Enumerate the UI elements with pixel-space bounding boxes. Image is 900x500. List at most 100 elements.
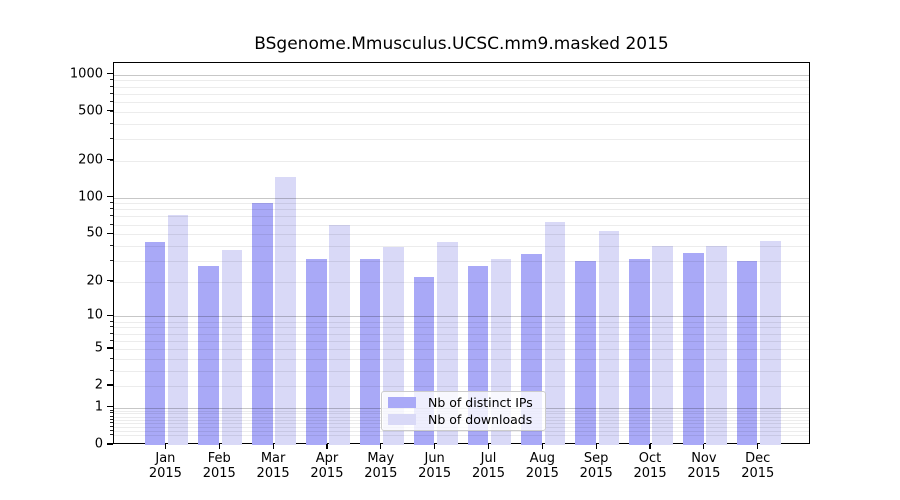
x-tick-label-apr: Apr 2015 bbox=[310, 451, 344, 482]
bar-distinct-ips-sep bbox=[575, 260, 596, 445]
legend-swatch-distinct-ips bbox=[388, 397, 416, 409]
y-minor-tick-mark bbox=[109, 332, 113, 334]
minor-gridline bbox=[114, 430, 809, 432]
y-minor-tick-mark bbox=[109, 412, 113, 414]
y-tick-label: 0 bbox=[94, 436, 103, 452]
minor-gridline bbox=[114, 216, 809, 218]
y-minor-tick-mark bbox=[109, 434, 113, 436]
x-tick-label-nov: Nov 2015 bbox=[687, 451, 721, 482]
x-tick-mark bbox=[487, 444, 490, 449]
y-minor-tick-mark bbox=[109, 415, 113, 417]
x-tick-label-sep: Sep 2015 bbox=[579, 451, 613, 482]
y-tick-label: 20 bbox=[86, 273, 103, 289]
minor-gridline bbox=[114, 101, 809, 103]
minor-gridline bbox=[114, 80, 809, 82]
x-tick-mark bbox=[326, 444, 328, 449]
x-tick-mark bbox=[380, 444, 382, 449]
minor-gridline bbox=[114, 224, 809, 226]
plot-area bbox=[113, 62, 810, 445]
x-tick-label-feb: Feb 2015 bbox=[202, 451, 236, 482]
x-tick-label-jul: Jul 2015 bbox=[471, 451, 506, 482]
bar-distinct-ips-nov bbox=[683, 252, 704, 445]
bar-downloads-oct bbox=[652, 245, 673, 445]
y-minor-tick-mark bbox=[109, 409, 113, 411]
bar-distinct-ips-dec bbox=[736, 260, 758, 445]
y-minor-tick-mark bbox=[109, 208, 113, 210]
y-minor-tick-mark bbox=[109, 429, 113, 431]
minor-gridline bbox=[114, 203, 809, 205]
y-minor-tick-mark bbox=[109, 85, 113, 87]
minor-gridline bbox=[114, 340, 809, 342]
minor-gridline bbox=[114, 435, 809, 437]
y-tick-mark bbox=[106, 110, 113, 112]
minor-gridline bbox=[114, 281, 809, 283]
bar-distinct-ips-jan bbox=[144, 242, 166, 445]
y-minor-tick-mark bbox=[109, 347, 113, 349]
minor-gridline bbox=[114, 333, 809, 335]
x-tick-label-mar: Mar 2015 bbox=[256, 451, 290, 482]
y-tick-mark bbox=[106, 72, 113, 75]
minor-gridline bbox=[114, 160, 809, 162]
minor-gridline bbox=[114, 348, 809, 350]
y-minor-tick-mark bbox=[109, 233, 113, 235]
major-gridline bbox=[114, 74, 809, 76]
y-minor-tick-mark bbox=[109, 92, 113, 94]
x-tick-label-dec: Dec 2015 bbox=[741, 451, 775, 482]
y-minor-tick-mark bbox=[109, 259, 113, 261]
bar-downloads-dec bbox=[760, 240, 781, 445]
y-tick-mark bbox=[106, 443, 113, 445]
y-minor-tick-mark bbox=[109, 122, 113, 124]
legend-swatch-downloads bbox=[388, 413, 416, 425]
bar-downloads-feb bbox=[221, 249, 243, 445]
x-tick-label-aug: Aug 2015 bbox=[525, 451, 559, 482]
minor-gridline bbox=[114, 386, 809, 388]
bar-downloads-nov bbox=[706, 245, 727, 445]
grid-layer bbox=[114, 63, 809, 443]
y-tick-label: 50 bbox=[86, 225, 103, 241]
minor-gridline bbox=[114, 123, 809, 125]
major-gridline bbox=[114, 316, 809, 318]
y-tick-label: 10 bbox=[86, 307, 103, 323]
bar-downloads-mar bbox=[275, 176, 296, 445]
minor-gridline bbox=[114, 327, 809, 329]
bar-downloads-apr bbox=[329, 224, 350, 445]
y-minor-tick-mark bbox=[109, 79, 113, 81]
legend-item-distinct-ips: Nb of distinct IPs bbox=[388, 395, 539, 410]
x-tick-label-may: May 2015 bbox=[364, 451, 398, 482]
y-minor-tick-mark bbox=[109, 425, 113, 427]
bar-distinct-ips-apr bbox=[306, 259, 327, 445]
y-tick-label: 1000 bbox=[69, 66, 103, 82]
y-minor-tick-mark bbox=[109, 326, 113, 328]
x-tick-mark bbox=[595, 444, 597, 449]
x-tick-mark bbox=[272, 444, 274, 449]
bar-downloads-aug bbox=[544, 222, 566, 445]
minor-gridline bbox=[114, 209, 809, 211]
y-minor-tick-mark bbox=[109, 138, 113, 140]
y-minor-tick-mark bbox=[109, 110, 113, 112]
chart-title: BSgenome.Mmusculus.UCSC.mm9.masked 2015 bbox=[254, 34, 669, 54]
y-tick-mark bbox=[106, 384, 113, 386]
bar-distinct-ips-feb bbox=[198, 266, 219, 445]
minor-gridline bbox=[114, 321, 809, 323]
bar-distinct-ips-oct bbox=[629, 259, 650, 445]
y-minor-tick-mark bbox=[109, 159, 113, 161]
y-minor-tick-mark bbox=[109, 244, 113, 246]
x-tick-mark bbox=[703, 444, 705, 449]
minor-gridline bbox=[114, 234, 809, 236]
y-tick-label: 200 bbox=[78, 152, 103, 168]
y-tick-label: 5 bbox=[94, 340, 103, 356]
legend-label-distinct-ips: Nb of distinct IPs bbox=[428, 395, 533, 411]
x-tick-label-jun: Jun 2015 bbox=[418, 451, 452, 482]
minor-gridline bbox=[114, 358, 809, 360]
y-tick-label: 500 bbox=[78, 103, 103, 119]
minor-gridline bbox=[114, 245, 809, 247]
y-tick-mark bbox=[106, 195, 113, 198]
bar-distinct-ips-mar bbox=[252, 203, 273, 445]
x-tick-label-oct: Oct 2015 bbox=[633, 451, 667, 482]
legend: Nb of distinct IPs Nb of downloads bbox=[381, 391, 546, 431]
minor-gridline bbox=[114, 260, 809, 262]
y-minor-tick-mark bbox=[109, 320, 113, 322]
bar-downloads-sep bbox=[598, 231, 620, 445]
minor-gridline bbox=[114, 93, 809, 95]
